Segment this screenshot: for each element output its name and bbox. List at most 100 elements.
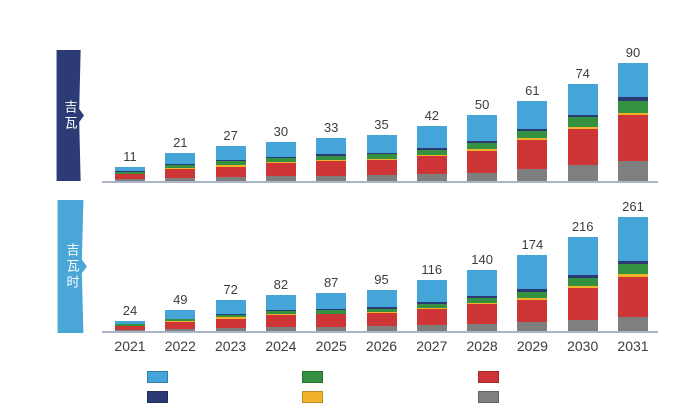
bar-2025	[316, 292, 347, 331]
segment-gray	[316, 326, 347, 331]
banner-gwh-label: 吉瓦时	[64, 242, 80, 291]
segment-light_blue	[517, 255, 548, 290]
bar-2030	[567, 236, 598, 331]
segment-light_blue	[467, 115, 498, 141]
segment-light_blue	[215, 299, 246, 314]
bar-2021	[115, 166, 145, 181]
bar-value-label: 50	[474, 97, 490, 113]
segment-red	[366, 313, 397, 327]
legend-swatch-navy-series	[147, 391, 168, 403]
segment-green	[115, 171, 145, 175]
bar-2029	[517, 255, 548, 331]
segment-red	[366, 160, 397, 176]
x-axis-year-label: 2030	[567, 338, 599, 354]
segment-yellow	[567, 286, 598, 289]
segment-green	[316, 310, 347, 314]
segment-yellow	[416, 154, 447, 157]
segment-green	[316, 155, 347, 161]
bar-2027	[416, 280, 447, 331]
segment-light_blue	[115, 166, 145, 172]
bar-2026	[366, 289, 397, 331]
segment-gray	[215, 327, 246, 331]
segment-navy	[416, 147, 447, 150]
segment-navy	[265, 156, 296, 159]
segment-red	[316, 161, 347, 176]
segment-navy	[215, 159, 246, 161]
bar-value-label: 174	[521, 237, 544, 252]
segment-red	[215, 318, 246, 328]
segment-navy	[165, 164, 196, 166]
legend-swatch-yellow-series	[302, 391, 323, 403]
segment-gray	[316, 175, 347, 181]
segment-green	[618, 264, 648, 275]
segment-light_blue	[567, 236, 598, 276]
segment-gray	[366, 326, 397, 331]
segment-light_blue	[265, 295, 296, 310]
segment-green	[416, 303, 447, 309]
x-axis-year-label: 2021	[114, 338, 146, 354]
segment-gray	[265, 327, 296, 331]
segment-light_blue	[265, 141, 296, 157]
bar-2024	[265, 141, 296, 181]
x-axis-year-label: 2025	[315, 338, 347, 354]
bar-2028	[467, 115, 498, 181]
segment-green	[517, 291, 548, 298]
segment-yellow	[567, 126, 598, 129]
bar-value-label: 261	[622, 199, 644, 214]
segment-gray	[265, 176, 296, 181]
bar-value-label: 87	[323, 275, 339, 290]
segment-red	[115, 325, 145, 330]
segment-green	[165, 165, 196, 169]
bottom-panel-baseline	[102, 331, 658, 333]
bar-value-label: 216	[571, 218, 594, 234]
segment-gray	[567, 319, 598, 331]
bar-2031	[618, 62, 648, 181]
segment-green	[115, 324, 145, 326]
segment-green	[265, 311, 296, 315]
segment-navy	[165, 318, 196, 320]
segment-green	[215, 160, 246, 165]
x-axis-year-label: 2023	[215, 338, 247, 354]
segment-yellow	[316, 313, 347, 315]
segment-yellow	[366, 312, 397, 314]
segment-navy	[467, 295, 498, 298]
segment-light_blue	[165, 153, 196, 165]
bar-value-label: 116	[421, 262, 443, 278]
segment-navy	[316, 308, 347, 311]
segment-red	[416, 309, 447, 326]
segment-light_blue	[416, 125, 447, 148]
segment-yellow	[467, 149, 498, 151]
segment-light_blue	[618, 62, 648, 98]
segment-red	[517, 140, 548, 170]
segment-yellow	[215, 317, 246, 319]
segment-gray	[416, 174, 447, 181]
bar-value-label: 30	[273, 123, 289, 139]
x-axis-year-label: 2027	[416, 338, 448, 354]
segment-red	[416, 156, 447, 175]
segment-yellow	[265, 314, 296, 316]
segment-yellow	[165, 321, 196, 322]
segment-navy	[517, 128, 548, 132]
segment-red	[618, 115, 648, 162]
banner-gw-label: 吉瓦	[62, 99, 78, 132]
segment-green	[517, 131, 548, 139]
segment-navy	[366, 152, 397, 155]
bar-value-label: 33	[323, 119, 339, 135]
segment-yellow	[618, 112, 648, 116]
bar-2021	[115, 320, 145, 331]
legend-column-3	[478, 371, 499, 403]
segment-navy	[517, 289, 548, 292]
segment-navy	[567, 275, 598, 279]
segment-gray	[115, 179, 145, 181]
bar-2027	[416, 125, 447, 181]
bar-value-label: 140	[471, 251, 493, 267]
segment-red	[467, 150, 498, 174]
bar-2023	[215, 145, 246, 181]
x-axis-year-label: 2026	[365, 338, 398, 354]
bar-2024	[265, 295, 296, 331]
bar-2022	[165, 153, 196, 181]
segment-yellow	[215, 164, 246, 167]
bar-2028	[467, 269, 498, 331]
bar-2030	[567, 83, 598, 181]
segment-navy	[215, 313, 246, 315]
